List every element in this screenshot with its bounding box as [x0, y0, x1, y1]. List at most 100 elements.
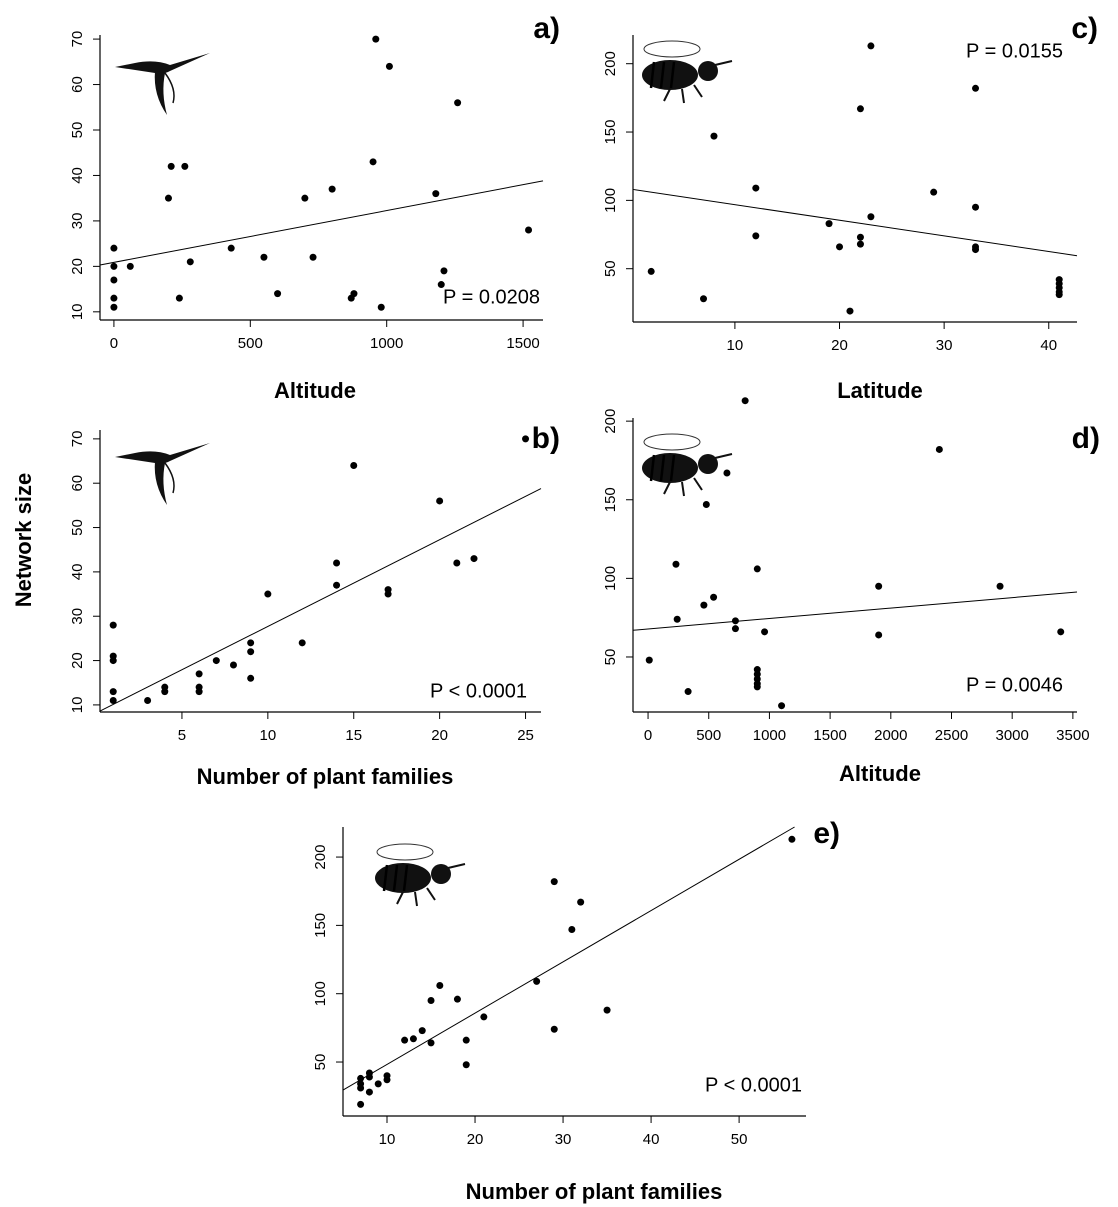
point [274, 290, 282, 298]
point [1055, 291, 1063, 299]
x-axis-title: Latitude [837, 378, 923, 403]
panel: 10 20 30 40 50 50 100 150 200 e) P < 0.0001 Number … [312, 817, 840, 1204]
x-tick-label: 500 [696, 727, 721, 744]
x-tick-label: 1500 [506, 335, 539, 352]
point [753, 565, 761, 573]
x-tick-label: 20 [467, 1131, 484, 1148]
icon-legs [663, 60, 733, 104]
x-tick-label: 5 [178, 727, 186, 744]
icon-stripe [659, 61, 666, 89]
point [440, 267, 448, 275]
icon-wing [376, 843, 434, 861]
point [550, 878, 558, 886]
y-tick-label: 100 [602, 188, 619, 213]
point [186, 258, 194, 266]
point [369, 158, 377, 166]
y-tick-label: 70 [69, 431, 86, 448]
y-tick-label: 50 [69, 519, 86, 536]
point [164, 194, 172, 202]
point [175, 294, 183, 302]
y-tick-label: 10 [69, 303, 86, 320]
point [856, 240, 864, 248]
x-tick-label: 0 [110, 335, 118, 352]
point [357, 1074, 365, 1082]
point [522, 435, 530, 443]
y-tick-label: 50 [602, 260, 619, 277]
y-tick-label: 60 [69, 76, 86, 93]
point [462, 1061, 470, 1069]
icon-body [642, 60, 698, 90]
x-tick-label: 2000 [874, 727, 907, 744]
point [700, 295, 708, 303]
y-tick-label: 200 [312, 845, 329, 870]
icon [642, 40, 733, 104]
icon-stripe [382, 864, 389, 892]
x-axis-title: Number of plant families [466, 1179, 723, 1204]
x-tick-label: 40 [643, 1131, 660, 1148]
y-tick-label: 150 [602, 120, 619, 145]
icon-stripe [649, 454, 656, 482]
point [126, 262, 134, 270]
y-axis-title: Network size [11, 473, 36, 608]
point [110, 294, 118, 302]
x-tick-label: 50 [731, 1131, 748, 1148]
point [109, 621, 117, 629]
point [333, 559, 341, 567]
point [365, 1069, 373, 1077]
point [377, 303, 385, 311]
point [731, 625, 739, 633]
x-tick-label: 1000 [370, 335, 403, 352]
point [195, 683, 203, 691]
y-tick-label: 30 [69, 213, 86, 230]
icon-wing [154, 461, 167, 505]
point [436, 497, 444, 505]
point [453, 995, 461, 1003]
point [264, 590, 272, 598]
point [930, 188, 938, 196]
panel-label: a) [533, 12, 560, 45]
point [195, 670, 203, 678]
point [996, 582, 1004, 590]
x-tick-label: 2500 [935, 727, 968, 744]
point [181, 162, 189, 170]
y-tick-label: 20 [69, 652, 86, 669]
y-tick-label: 20 [69, 258, 86, 275]
x-axis-title: Number of plant families [197, 764, 454, 789]
point [227, 244, 235, 252]
point [875, 582, 883, 590]
p-value: P < 0.0001 [705, 1074, 802, 1096]
point [109, 652, 117, 660]
point [109, 688, 117, 696]
point [298, 639, 306, 647]
point [875, 631, 883, 639]
point [867, 213, 875, 221]
point [684, 688, 692, 696]
x-axis-title: Altitude [839, 761, 921, 786]
point [836, 243, 844, 251]
point [247, 674, 255, 682]
point [710, 593, 718, 601]
y-tick-label: 150 [312, 913, 329, 938]
trend-line [99, 180, 544, 266]
y-tick-label: 30 [69, 608, 86, 625]
point [752, 184, 760, 192]
point [761, 628, 769, 636]
x-tick-label: 15 [345, 727, 362, 744]
panel-label: e) [813, 817, 840, 850]
trend-line [632, 591, 1078, 631]
point [229, 661, 237, 669]
icon-body [642, 453, 698, 483]
icon-legs [663, 453, 733, 497]
y-tick-label: 60 [69, 475, 86, 492]
x-tick-label: 10 [727, 337, 744, 354]
icon-wing [154, 71, 167, 115]
x-tick-label: 30 [555, 1131, 572, 1148]
icon-stripe [392, 864, 399, 892]
point [247, 639, 255, 647]
point [470, 555, 478, 563]
point [753, 683, 761, 691]
icon-head [698, 61, 718, 81]
point [437, 281, 445, 289]
y-tick-label: 50 [312, 1054, 329, 1071]
